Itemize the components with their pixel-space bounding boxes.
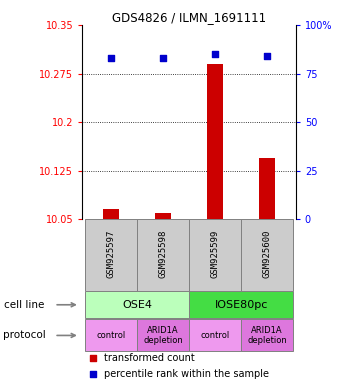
Bar [137,219,189,291]
Point [212,51,218,57]
Text: GSM925599: GSM925599 [211,229,219,278]
Text: GSM925600: GSM925600 [262,229,272,278]
Bar [137,319,189,351]
Bar [155,213,171,219]
Bar [189,291,293,318]
Point [160,55,166,61]
Point [108,55,114,61]
Bar [85,319,137,351]
Text: IOSE80pc: IOSE80pc [215,300,268,310]
Text: ARID1A
depletion: ARID1A depletion [143,326,183,345]
Text: cell line: cell line [4,300,44,310]
Text: percentile rank within the sample: percentile rank within the sample [104,369,268,379]
Bar [85,219,137,291]
Point [90,371,96,377]
Bar [207,64,223,219]
Text: control: control [96,331,126,340]
Text: ARID1A
depletion: ARID1A depletion [247,326,287,345]
Text: OSE4: OSE4 [122,300,152,310]
Text: GSM925598: GSM925598 [159,229,167,278]
Text: protocol: protocol [4,331,46,341]
Title: GDS4826 / ILMN_1691111: GDS4826 / ILMN_1691111 [112,11,266,24]
Bar [103,209,119,219]
Bar [241,219,293,291]
Bar [241,319,293,351]
Bar [189,219,241,291]
Bar [189,319,241,351]
Bar [85,291,189,318]
Bar [259,158,275,219]
Text: GSM925597: GSM925597 [106,229,116,278]
Point [264,53,270,59]
Point [90,355,96,361]
Text: transformed count: transformed count [104,353,194,363]
Text: control: control [201,331,230,340]
